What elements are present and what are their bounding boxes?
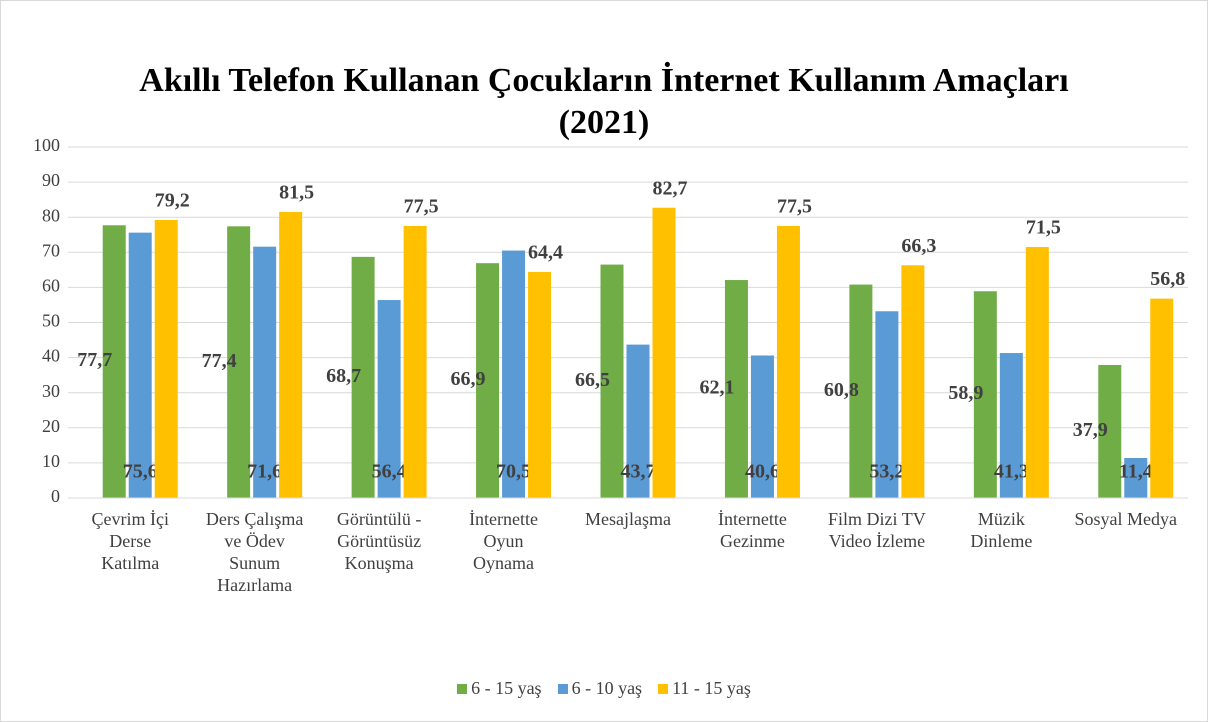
bar xyxy=(724,280,748,498)
data-label: 11,4 xyxy=(1119,461,1153,483)
data-label: 68,7 xyxy=(326,365,361,387)
y-tick-label: 50 xyxy=(42,311,60,331)
y-tick-label: 60 xyxy=(42,276,60,296)
legend-label: 11 - 15 yaş xyxy=(672,678,751,698)
legend-swatch xyxy=(658,684,669,694)
legend-label: 6 - 15 yaş xyxy=(471,678,542,698)
data-label: 56,8 xyxy=(1150,268,1185,290)
legend-item: 6 - 15 yaş xyxy=(457,678,542,698)
bar xyxy=(377,300,401,498)
bar xyxy=(253,246,277,498)
data-label: 66,5 xyxy=(575,369,610,391)
data-label: 41,3 xyxy=(994,461,1029,483)
bar xyxy=(279,211,303,498)
bar xyxy=(1025,247,1049,498)
y-tick-label: 20 xyxy=(42,416,60,436)
bar xyxy=(600,264,624,498)
x-tick-label: İnternette Oyun Oynama xyxy=(469,509,539,573)
bar xyxy=(1150,298,1174,498)
data-label: 64,4 xyxy=(528,242,563,264)
data-label: 40,6 xyxy=(745,461,780,483)
legend-swatch xyxy=(457,684,468,694)
data-label: 77,4 xyxy=(202,350,237,372)
data-label: 79,2 xyxy=(155,190,190,212)
y-tick-label: 70 xyxy=(42,240,60,260)
data-label: 53,2 xyxy=(869,461,904,483)
data-label: 37,9 xyxy=(1073,419,1108,441)
x-tick-label: Görüntülü - Görüntüsüz Konuşma xyxy=(336,509,422,573)
data-label: 56,4 xyxy=(372,461,407,483)
y-tick-label: 30 xyxy=(42,381,60,401)
x-tick-label: Ders Çalışma ve Ödev Sunum Hazırlama xyxy=(205,509,304,595)
bar xyxy=(901,265,925,498)
x-tick-label: Müzik Dinleme xyxy=(970,509,1033,551)
bar xyxy=(849,284,873,498)
bar xyxy=(102,225,126,498)
chart-title: Akıllı Telefon Kullanan Çocukların İnter… xyxy=(139,62,1069,141)
bar xyxy=(351,256,375,498)
bar xyxy=(528,271,552,498)
data-label: 60,8 xyxy=(824,379,859,401)
bar xyxy=(776,225,800,498)
data-label: 71,6 xyxy=(247,461,282,483)
x-tick-label: İnternette Gezinme xyxy=(717,509,787,551)
data-label: 77,7 xyxy=(77,349,112,371)
data-label: 58,9 xyxy=(948,382,983,404)
y-tick-label: 90 xyxy=(42,170,60,190)
data-label: 62,1 xyxy=(699,377,734,399)
bar xyxy=(128,232,152,499)
x-tick-label: Mesajlaşma xyxy=(585,509,671,529)
y-tick-label: 80 xyxy=(42,205,60,225)
data-label: 77,5 xyxy=(404,196,439,218)
data-label: 82,7 xyxy=(653,177,688,199)
legend-item: 11 - 15 yaş xyxy=(658,678,751,698)
bar xyxy=(875,311,899,498)
y-tick-label: 40 xyxy=(42,346,60,366)
bar xyxy=(227,226,251,499)
bar xyxy=(1098,364,1122,498)
data-label: 66,9 xyxy=(451,368,486,390)
legend-swatch xyxy=(557,684,568,694)
bar xyxy=(626,344,650,498)
bar xyxy=(476,263,500,498)
bar xyxy=(502,250,526,498)
y-tick-label: 0 xyxy=(51,486,60,506)
bar xyxy=(154,220,178,498)
y-tick-label: 10 xyxy=(42,451,60,471)
x-tick-label: Film Dizi TV Video İzleme xyxy=(828,509,926,551)
data-label: 70,5 xyxy=(496,461,531,483)
y-tick-label: 100 xyxy=(33,135,60,155)
x-tick-label: Sosyal Medya xyxy=(1074,509,1178,529)
bar xyxy=(973,291,997,498)
data-label: 81,5 xyxy=(279,182,314,204)
legend: 6 - 15 yaş 6 - 10 yaş 11 - 15 yaş xyxy=(0,678,1208,699)
bar xyxy=(1124,457,1148,498)
legend-item: 6 - 10 yaş xyxy=(557,678,643,698)
x-tick-label: Çevrim İçi Derse Katılma xyxy=(91,509,169,573)
legend-label: 6 - 10 yaş xyxy=(571,678,643,698)
bar xyxy=(999,353,1023,498)
data-label: 66,3 xyxy=(901,235,936,257)
bar xyxy=(403,225,427,498)
data-label: 71,5 xyxy=(1026,217,1061,239)
data-label: 77,5 xyxy=(777,196,812,218)
data-label: 43,7 xyxy=(621,461,656,483)
bar xyxy=(750,355,774,498)
bar xyxy=(652,207,676,498)
data-label: 75,6 xyxy=(123,461,158,483)
